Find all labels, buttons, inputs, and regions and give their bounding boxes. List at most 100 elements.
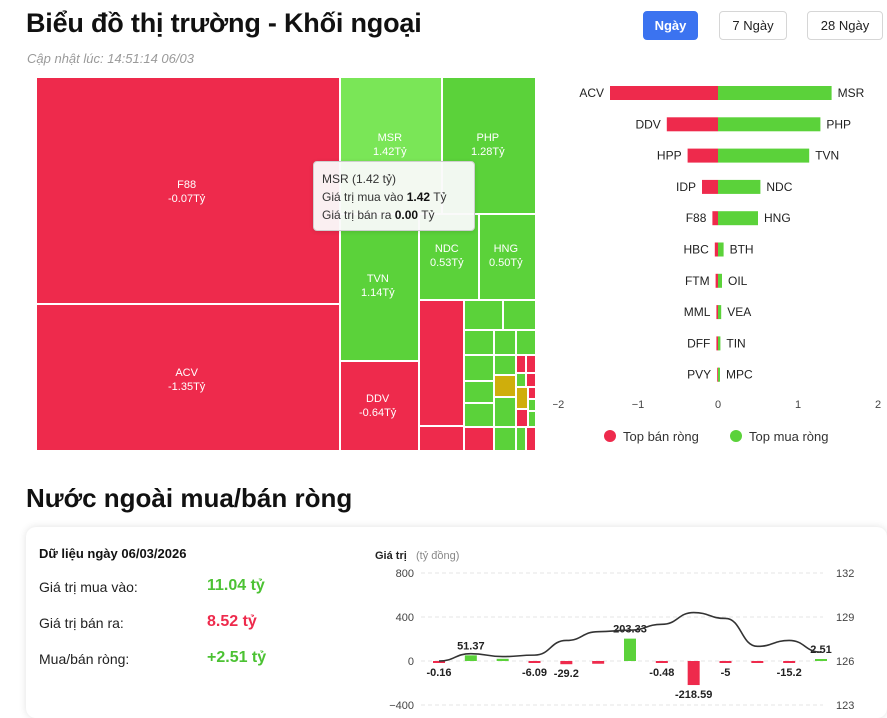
net-bar — [496, 658, 509, 661]
treemap-cell[interactable] — [528, 411, 536, 427]
y2-tick-label: 129 — [836, 612, 854, 624]
net-bar — [624, 638, 636, 661]
treemap-cell[interactable] — [516, 373, 526, 387]
treemap-value: -1.35Tỷ — [168, 381, 206, 393]
net-bar — [655, 661, 668, 663]
treemap-code: F88 — [177, 179, 197, 191]
y2-tick-label: 126 — [836, 656, 854, 668]
treemap-cell-tvn[interactable]: TVN 1.14Tỷ — [340, 214, 419, 361]
net-bar — [528, 661, 541, 663]
treemap-cell[interactable] — [516, 409, 528, 427]
treemap-cell[interactable] — [528, 387, 536, 399]
tooltip-title: MSR (1.42 tỷ) — [322, 172, 397, 186]
treemap-cell[interactable] — [503, 300, 536, 330]
treemap-cell-hng[interactable]: HNG 0.50Tỷ — [479, 214, 536, 300]
treemap-value: -0.07Tỷ — [168, 193, 206, 205]
sell-code-label: ACV — [579, 86, 604, 100]
buy-code-label: TVN — [815, 149, 839, 163]
treemap-cell[interactable] — [464, 427, 494, 451]
x-tick-label: −2 — [553, 399, 564, 411]
bar-value-label: -218.59 — [675, 689, 712, 701]
tooltip-sell-value: 0.00 — [394, 208, 419, 222]
treemap-cell[interactable] — [464, 355, 494, 381]
index-line — [438, 611, 822, 662]
bar-value-label: -6.09 — [522, 667, 547, 679]
treemap-cell[interactable] — [464, 403, 494, 427]
buy-label: Giá trị mua vào: — [39, 579, 138, 595]
sell-bar — [715, 273, 718, 288]
sell-bar — [712, 211, 718, 226]
treemap-cell[interactable] — [494, 397, 516, 427]
treemap-cell[interactable] — [464, 330, 494, 355]
bar-value-label: -29.2 — [554, 668, 579, 680]
treemap-cell[interactable] — [516, 330, 536, 355]
bar-value-label: -15.2 — [777, 667, 802, 679]
buy-value: 11.04 tỷ — [207, 577, 265, 594]
bar-value-label: -5 — [721, 667, 731, 679]
y-tick-label: 800 — [396, 568, 414, 580]
treemap-value: 0.53Tỷ — [430, 257, 464, 269]
treemap-cell-f88[interactable]: F88 -0.07Tỷ — [36, 77, 340, 304]
treemap-cell[interactable] — [494, 330, 516, 355]
section-title: Nước ngoài mua/bán ròng — [26, 483, 353, 513]
treemap-code: ACV — [175, 367, 198, 379]
sell-bar — [687, 148, 718, 163]
treemap-code: TVN — [366, 273, 389, 285]
date-label: Dữ liệu ngày 06/03/2026 — [39, 546, 187, 561]
sell-bar — [716, 305, 719, 320]
treemap-code: PHP — [476, 132, 500, 144]
y-tick-label: −400 — [389, 700, 414, 712]
treemap-cell[interactable] — [526, 373, 536, 387]
tab-28-days[interactable]: 28 Ngày — [807, 11, 883, 40]
treemap-cell[interactable] — [419, 426, 464, 451]
treemap-value: 1.42Tỷ — [373, 146, 407, 158]
tab-7-days[interactable]: 7 Ngày — [719, 11, 787, 40]
treemap-tooltip: MSR (1.42 tỷ) Giá trị mua vào 1.42 Tỷ Gi… — [313, 161, 475, 231]
treemap-value: -0.64Tỷ — [359, 407, 397, 419]
y-axis-unit: (tỷ đồng) — [416, 550, 459, 562]
treemap-cell-acv[interactable]: ACV -1.35Tỷ — [36, 304, 340, 451]
net-flow-card — [26, 527, 887, 718]
bar-value-label: 51.37 — [457, 640, 485, 652]
tooltip-unit: Tỷ — [421, 208, 435, 222]
updated-timestamp: Cập nhật lúc: 14:51:14 06/03 — [27, 51, 194, 66]
treemap-cell[interactable] — [464, 300, 503, 330]
treemap-cell[interactable] — [516, 427, 526, 451]
sell-code-label: DFF — [687, 336, 710, 350]
treemap-value: 1.28Tỷ — [471, 146, 505, 158]
buy-bar — [718, 305, 722, 320]
sell-code-label: F88 — [686, 211, 707, 225]
treemap-value: 1.14Tỷ — [361, 287, 395, 299]
treemap-cell[interactable] — [528, 399, 536, 411]
treemap-cell[interactable] — [419, 300, 464, 426]
x-tick-label: 2 — [875, 399, 881, 411]
tab-day[interactable]: Ngày — [643, 11, 698, 40]
treemap-cell[interactable] — [494, 427, 516, 451]
y-tick-label: 0 — [408, 656, 414, 668]
net-bar — [751, 661, 764, 663]
treemap-cell[interactable] — [494, 375, 516, 397]
treemap-cell[interactable] — [516, 387, 528, 409]
sell-code-label: PVY — [687, 368, 711, 382]
sell-bar — [716, 336, 719, 351]
bar-value-label: -0.16 — [426, 667, 451, 679]
treemap-cell[interactable] — [516, 355, 526, 373]
sell-code-label: MML — [684, 305, 711, 319]
sell-value: 8.52 tỷ — [207, 613, 257, 630]
buy-code-label: TIN — [726, 336, 745, 350]
sell-code-label: DDV — [635, 117, 660, 131]
buy-bar — [718, 86, 832, 100]
treemap-value: 0.50Tỷ — [489, 257, 523, 269]
tooltip-sell-label: Giá trị bán ra — [322, 208, 392, 222]
y-tick-label: 400 — [396, 612, 414, 624]
treemap-cell-ddv[interactable]: DDV -0.64Tỷ — [340, 361, 419, 451]
treemap-cell[interactable] — [494, 355, 516, 375]
net-value: +2.51 tỷ — [207, 649, 267, 666]
treemap-cell[interactable] — [526, 427, 536, 451]
buy-bar — [718, 117, 821, 132]
buy-code-label: PHP — [826, 117, 851, 131]
sell-bar — [714, 242, 718, 257]
tooltip-buy-value: 1.42 — [406, 190, 431, 204]
treemap-cell[interactable] — [464, 381, 494, 403]
treemap-cell[interactable] — [526, 355, 536, 373]
